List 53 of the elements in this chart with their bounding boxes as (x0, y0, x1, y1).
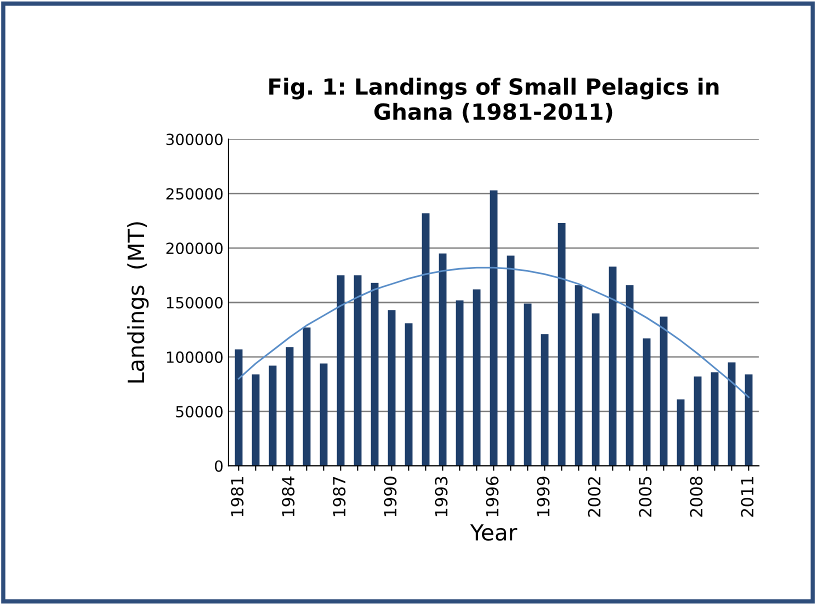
y-tick-label: 50000 (176, 406, 223, 418)
x-tick-label: 2011 (740, 477, 754, 517)
bar (608, 266, 617, 466)
bar (540, 334, 549, 466)
bar (524, 304, 532, 466)
bar (456, 300, 464, 466)
bar (472, 289, 481, 466)
x-tick-label: 1984 (282, 476, 295, 516)
y-tick-label: 100000 (166, 351, 223, 363)
bar (574, 285, 583, 466)
x-tick-label: 1993 (434, 476, 448, 516)
bar (234, 349, 243, 466)
bar (422, 213, 430, 466)
y-tick-label: 150000 (166, 296, 223, 309)
bar (490, 190, 498, 466)
bar (388, 310, 396, 466)
bar (268, 366, 277, 466)
y-axis-title: Landings (MT) (127, 222, 149, 382)
bar (660, 316, 668, 466)
x-tick-label: 2008 (690, 476, 703, 517)
bar (710, 372, 719, 466)
bar (336, 275, 345, 466)
bar (354, 275, 362, 466)
x-tick-label: 1999 (536, 476, 550, 516)
bar (744, 374, 753, 466)
bar (438, 253, 447, 466)
bar (676, 399, 685, 466)
bar (728, 362, 736, 466)
bar (694, 376, 702, 466)
bar (642, 338, 651, 466)
bar (286, 347, 294, 466)
y-tick-label: 200000 (166, 242, 223, 254)
bar (370, 282, 379, 466)
x-axis-title: Year (470, 524, 518, 541)
bar (302, 328, 311, 466)
x-tick-label: 2002 (588, 477, 601, 517)
bar (592, 313, 600, 466)
bar (626, 285, 634, 466)
y-tick-label: 300000 (166, 134, 223, 146)
chart-title: Fig. 1: Landings of Small Pelagics in Ghana (1981-2011) (269, 78, 718, 123)
y-tick-label: 0 (214, 460, 223, 472)
line-series (238, 266, 750, 398)
x-tick-label: 1996 (486, 476, 499, 516)
x-tick-label: 1987 (332, 477, 346, 516)
x-tick-label: 2005 (638, 477, 652, 517)
bar (506, 256, 515, 466)
y-tick-label: 250000 (166, 188, 223, 200)
x-tick-label: 1990 (384, 476, 397, 516)
bar (252, 374, 260, 466)
bar (404, 323, 413, 466)
bar (558, 223, 566, 466)
x-tick-label: 1981 (230, 477, 244, 516)
bar (320, 363, 328, 466)
